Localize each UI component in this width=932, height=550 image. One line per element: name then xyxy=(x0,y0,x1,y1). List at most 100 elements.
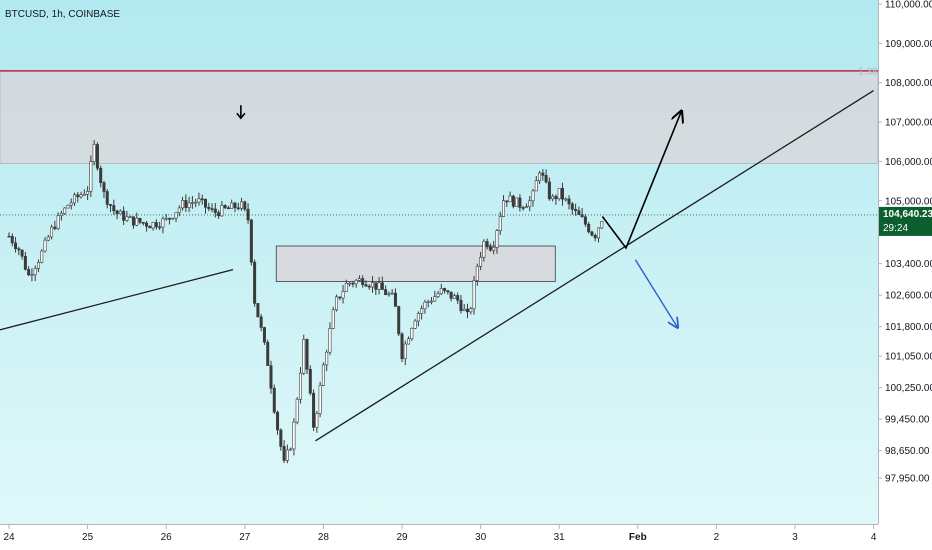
candle xyxy=(161,216,165,234)
candle-body xyxy=(217,212,221,217)
candle xyxy=(256,303,260,318)
price-axis[interactable] xyxy=(879,0,932,524)
candle xyxy=(341,284,345,304)
candle-body xyxy=(361,278,365,285)
candle-body xyxy=(177,207,181,213)
projection-down-arrow xyxy=(634,259,677,327)
time-tick-label: 25 xyxy=(82,532,94,543)
candle-body xyxy=(249,219,253,263)
candle-body xyxy=(7,235,11,238)
candle-body xyxy=(204,198,208,208)
candle xyxy=(387,291,391,297)
candle-body xyxy=(413,320,417,329)
candle-body xyxy=(596,227,600,239)
candle xyxy=(95,142,99,171)
candle-body xyxy=(259,316,263,328)
candle-body xyxy=(86,190,90,195)
candle-body xyxy=(416,313,420,322)
candle xyxy=(105,189,109,209)
candle xyxy=(492,240,496,255)
candle xyxy=(10,233,14,247)
candle-body xyxy=(400,333,404,360)
candle xyxy=(426,299,430,308)
candle xyxy=(488,243,492,252)
price-tick-label: 101,800.00 xyxy=(885,322,932,333)
candle xyxy=(423,299,427,314)
candle-body xyxy=(397,306,401,335)
candle-body xyxy=(230,202,234,209)
candle-body xyxy=(551,196,555,200)
candle-body xyxy=(125,216,129,221)
candle xyxy=(521,205,525,211)
candle xyxy=(482,239,486,262)
candle xyxy=(223,204,227,210)
candle xyxy=(318,381,322,418)
candle-body xyxy=(99,167,103,183)
candle xyxy=(524,203,528,208)
candle xyxy=(259,313,263,332)
candle-body xyxy=(593,235,597,239)
candle-body xyxy=(459,299,463,311)
candle xyxy=(312,389,316,432)
candle-body xyxy=(439,288,443,295)
candle xyxy=(154,219,158,230)
candle-body xyxy=(498,216,502,231)
candle xyxy=(498,211,502,235)
candle xyxy=(253,259,257,307)
candle xyxy=(465,303,469,319)
candle xyxy=(380,276,384,290)
candle xyxy=(364,280,368,287)
candle xyxy=(554,194,558,205)
candle xyxy=(262,326,266,345)
candle xyxy=(443,287,447,294)
candle-body xyxy=(479,256,483,267)
candle-body xyxy=(10,235,14,244)
candle xyxy=(560,182,564,206)
candle-body xyxy=(46,236,50,241)
candle xyxy=(112,199,116,215)
candle-body xyxy=(560,187,564,200)
candle-body xyxy=(403,343,407,360)
candle-body xyxy=(243,201,247,210)
candle-body xyxy=(377,282,381,290)
candle-body xyxy=(429,300,433,303)
candle xyxy=(367,284,371,290)
candle-body xyxy=(456,295,460,301)
candle-body xyxy=(50,226,54,238)
candle xyxy=(587,221,591,234)
candle-body xyxy=(380,282,384,290)
candle-body xyxy=(590,231,594,236)
price-tick-label: 101,050.00 xyxy=(885,352,932,363)
candle xyxy=(226,205,230,210)
candle xyxy=(570,201,574,215)
time-axis[interactable] xyxy=(0,525,932,550)
candle-body xyxy=(465,308,469,313)
candle xyxy=(429,297,433,305)
candle xyxy=(590,230,594,237)
candle-body xyxy=(367,285,371,288)
candle-body xyxy=(240,201,244,209)
candle xyxy=(217,210,221,219)
candle xyxy=(243,200,247,212)
candle-body xyxy=(76,194,80,198)
candle-body xyxy=(341,291,345,299)
candle xyxy=(40,249,44,264)
candle xyxy=(177,205,181,217)
candle xyxy=(580,207,584,218)
candle-body xyxy=(20,249,24,257)
candle-body xyxy=(167,217,171,220)
candle xyxy=(158,221,162,231)
candle-body xyxy=(524,206,528,208)
candle xyxy=(557,187,561,201)
candle xyxy=(331,306,335,330)
candle xyxy=(56,212,60,231)
candle-body xyxy=(508,195,512,203)
candle-body xyxy=(420,308,424,314)
candle-body xyxy=(69,202,73,206)
candle xyxy=(171,217,175,220)
candle-body xyxy=(226,207,230,210)
candle-body xyxy=(354,280,358,285)
candle xyxy=(63,207,67,215)
candle xyxy=(118,209,122,215)
